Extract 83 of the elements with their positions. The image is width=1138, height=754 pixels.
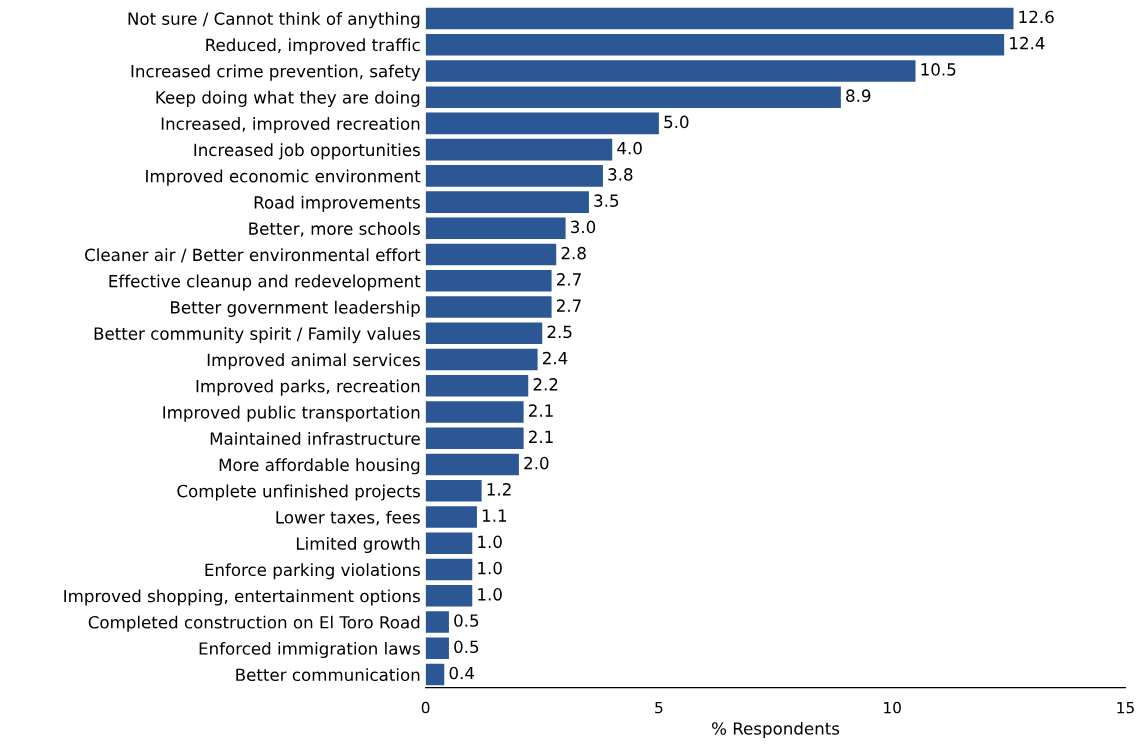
data-label: 3.0	[571, 220, 596, 234]
bar	[425, 375, 529, 397]
y-tick-label: Reduced, improved traffic	[206, 38, 420, 55]
bar	[425, 453, 519, 476]
bar	[425, 480, 482, 502]
y-tick-label: Lower taxes, fees	[276, 510, 420, 526]
data-label: 1.1	[482, 509, 507, 522]
bar	[425, 532, 473, 555]
data-label: 2.5	[547, 325, 572, 339]
data-label: 0.5	[454, 614, 479, 627]
y-tick-label: Increased job opportunities	[194, 143, 420, 160]
bar	[425, 585, 473, 607]
data-label: 1.0	[478, 535, 502, 549]
y-tick-label: Increased, improved recreation	[161, 117, 420, 134]
y-tick-label: Improved public transportation	[163, 405, 420, 422]
y-tick-label: Improved animal services	[207, 353, 420, 370]
bar	[425, 60, 916, 82]
data-label: 2.7	[556, 299, 581, 312]
y-tick-label: Improved shopping, entertainment options	[64, 589, 420, 606]
y-tick-label: Complete unfinished projects	[177, 484, 420, 501]
y-tick-label: Better government leadership	[171, 300, 420, 317]
y-tick-label: Completed construction on El Toro Road	[88, 615, 420, 632]
bar	[425, 165, 603, 187]
y-tick-label: Limited growth	[296, 536, 420, 554]
bar	[425, 217, 566, 240]
data-label: 2.0	[524, 456, 549, 470]
y-tick-label: More affordable housing	[219, 458, 420, 475]
x-tick-label: 15	[1117, 702, 1134, 714]
y-tick-label: Better communication	[236, 668, 420, 682]
y-tick-label: Increased crime prevention, safety	[131, 64, 421, 81]
y-tick-label: Maintained infrastructure	[210, 431, 420, 445]
bar	[425, 270, 552, 292]
bar	[425, 663, 445, 686]
y-tick-label: Improved economic environment	[146, 169, 421, 186]
data-label: 3.5	[594, 194, 619, 207]
y-tick-label: Better, more schools	[249, 222, 420, 237]
bar	[425, 112, 659, 135]
bar	[425, 558, 473, 581]
data-label: 4.0	[617, 141, 642, 155]
data-label: 12.4	[1010, 36, 1045, 50]
data-label: 0.5	[454, 640, 479, 654]
data-label: 10.5	[921, 63, 956, 76]
bar	[425, 7, 1014, 30]
data-label: 2.4	[542, 351, 568, 365]
data-label: 2.2	[533, 378, 558, 391]
y-tick-label: Not sure / Cannot think of anything	[128, 12, 420, 29]
bar	[425, 191, 589, 213]
bar	[425, 33, 1005, 56]
y-tick-label: Enforce parking violations	[205, 563, 420, 580]
bar	[425, 138, 613, 161]
y-tick-label: Improved parks, recreation	[196, 379, 420, 396]
y-tick-label: Cleaner air / Better environmental effort	[85, 248, 421, 263]
data-label: 0.4	[449, 666, 475, 680]
y-tick-label: Road improvements	[254, 195, 420, 212]
data-label: 2.1	[528, 404, 553, 417]
data-label: 1.0	[478, 561, 502, 575]
data-label: 2.1	[528, 430, 553, 443]
bar	[425, 506, 477, 528]
bar	[425, 611, 449, 633]
x-axis-title: % Respondents	[712, 721, 840, 739]
y-tick-label: Enforced immigration laws	[199, 641, 420, 659]
bar	[425, 322, 543, 345]
bar	[425, 86, 841, 108]
data-label: 5.0	[664, 115, 689, 129]
bar	[425, 348, 538, 371]
data-label: 3.8	[608, 168, 633, 181]
y-tick-label: Effective cleanup and redevelopment	[109, 274, 421, 291]
data-label: 1.2	[487, 483, 511, 496]
data-label: 1.0	[478, 588, 502, 601]
bar	[425, 401, 524, 423]
x-tick-label: 5	[655, 702, 663, 714]
bar	[425, 296, 552, 318]
bar	[425, 637, 449, 660]
data-label: 2.8	[561, 246, 586, 260]
y-tick-label: Better community spirit / Family values	[94, 327, 420, 344]
data-label: 2.7	[556, 273, 581, 286]
bar	[425, 243, 557, 266]
data-label: 8.9	[846, 89, 871, 102]
data-label: 12.6	[1019, 10, 1054, 24]
y-tick-label: Keep doing what they are doing	[156, 90, 420, 107]
x-tick-label: 0	[421, 701, 430, 714]
bar	[425, 427, 524, 450]
x-tick-label: 10	[884, 701, 901, 714]
